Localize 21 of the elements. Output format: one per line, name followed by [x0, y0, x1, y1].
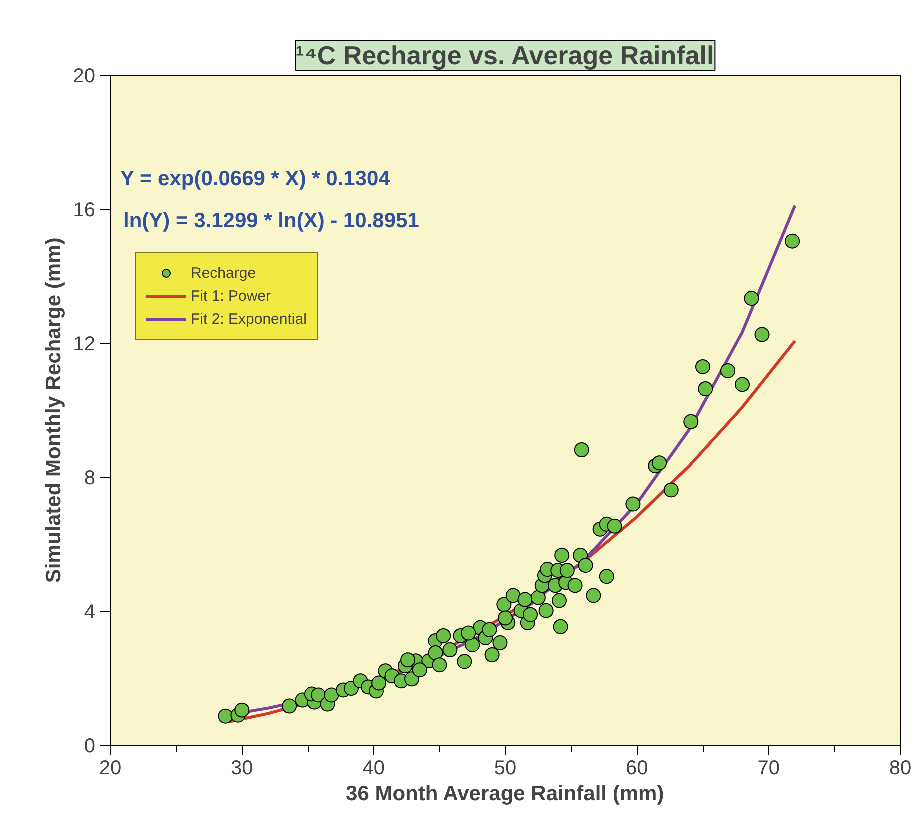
legend-label: Fit 2: Exponential: [191, 310, 307, 328]
y-tick-label: 20: [73, 66, 96, 88]
annotation: ln(Y) = 3.1299 * ln(X) - 10.8951: [124, 210, 420, 232]
y-axis-title: Simulated Monthly Recharge (mm): [42, 238, 66, 584]
x-tick-label: 50: [494, 758, 517, 780]
legend-label: Recharge: [191, 264, 256, 282]
x-tick-label: 20: [99, 758, 122, 780]
x-tick-label: 30: [231, 758, 254, 780]
y-tick-label: 4: [84, 602, 96, 624]
x-tick-label: 80: [889, 758, 912, 780]
x-tick-label: 60: [626, 758, 648, 780]
x-tick-label: 70: [758, 758, 780, 780]
x-tick-label: 40: [362, 758, 385, 780]
annotation: Y = exp(0.0669 * X) * 0.1304: [120, 168, 391, 190]
y-tick-label: 0: [84, 736, 96, 758]
legend-label: Fit 1: Power: [191, 288, 272, 304]
y-tick-label: 8: [84, 468, 96, 490]
x-axis-title: 36 Month Average Rainfall (mm): [346, 782, 664, 806]
chart-title: ¹⁴C Recharge vs. Average Rainfall: [296, 40, 714, 70]
y-tick-label: 16: [73, 200, 96, 222]
y-tick-label: 12: [73, 334, 96, 356]
